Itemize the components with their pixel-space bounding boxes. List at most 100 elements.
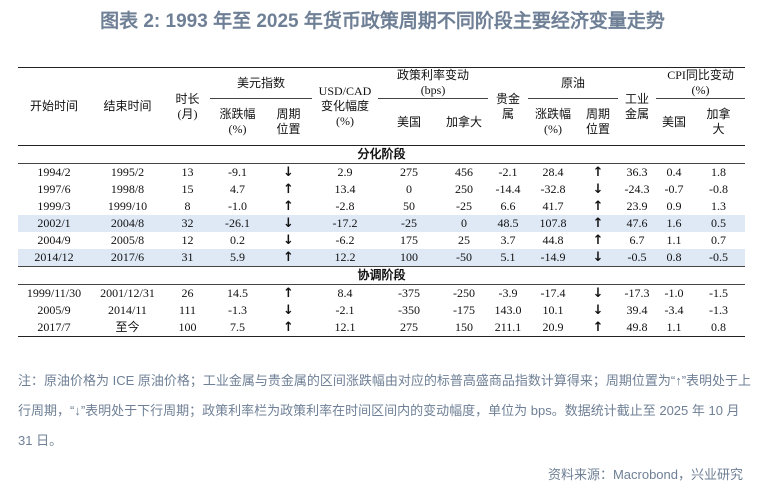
- table-cell: 6.6: [500, 199, 516, 213]
- table-cell: 36.3: [626, 165, 648, 179]
- table-cell: 13.4: [334, 182, 356, 196]
- table-cell: 7.5: [210, 319, 265, 337]
- header-cell: 周期 位置: [265, 98, 313, 146]
- header-cell: 涨跌幅 (%): [528, 98, 579, 146]
- cycle-arrow: ↑: [578, 319, 619, 337]
- table-cell: 1.3: [711, 199, 727, 213]
- table-cell: 8.4: [337, 286, 353, 300]
- table-cell: -32.8: [540, 182, 566, 196]
- table-row: 2017/7 至今 100 7.5 ↑ 12.1 275 150 211.1 20.9 ↑ 49.8 1…: [18, 319, 746, 337]
- table-cell: 28.4: [542, 165, 564, 179]
- header-line: 时长: [175, 91, 200, 106]
- source: 资料来源：Macrobond，兴业研究: [547, 467, 743, 482]
- table-body: 分化阶段 1994/2 1995/2 13 -9.1 ↓ 2.9 275 456 -2.1 28.4…: [18, 145, 746, 337]
- table-cell: 13: [181, 165, 194, 179]
- table-cell: 2014/12: [18, 249, 90, 267]
- table-cell: 0.8: [656, 249, 693, 267]
- table-cell: -9.1: [228, 165, 247, 179]
- header-line: 贵金: [496, 91, 521, 106]
- header-line: (%): [228, 122, 247, 136]
- table-row: 2014/12 2017/6 31 5.9 ↑ 12.2 100 -50 5.1 -14.9 ↓ -0…: [18, 249, 746, 267]
- table-cell: 10.1: [542, 303, 564, 317]
- table-cell: 3.7: [500, 233, 516, 247]
- table-cell: 456: [455, 165, 474, 179]
- table-cell: 49.8: [618, 319, 657, 337]
- cycle-arrow: ↓: [592, 182, 604, 197]
- table-row: 2005/9 2014/11 111 -1.3 ↓ -2.1 -350 -175 143.0 10…: [18, 302, 745, 319]
- header-group: CPI同比变动 (%): [656, 67, 746, 99]
- table-cell: 100: [165, 319, 210, 337]
- table-cell: 5.9: [210, 249, 265, 267]
- table-cell: -1.3: [709, 303, 729, 317]
- header-cell: 美国: [378, 98, 441, 146]
- table-cell: 1.1: [656, 319, 693, 337]
- table-cell: 0.4: [666, 165, 682, 179]
- header-line: 金属: [625, 106, 650, 121]
- table-cell: 1.6: [656, 215, 693, 232]
- table-cell: 15: [181, 182, 194, 196]
- table-cell: -1.0: [664, 286, 684, 300]
- table-cell: -3.9: [498, 286, 518, 300]
- cycle-arrow: ↓: [283, 165, 294, 180]
- header-cell: 开始时间: [18, 67, 90, 146]
- table-cell: 211.1: [488, 319, 529, 337]
- cycle-arrow: ↑: [592, 199, 604, 214]
- table-cell: 48.5: [488, 215, 529, 232]
- table-cell: -17.2: [312, 215, 379, 232]
- table-cell: 1997/6: [37, 182, 71, 196]
- header-line: USD/CAD: [318, 84, 372, 98]
- table-row: 1999/3 1999/10 8 -1.0 ↑ -2.8 50 -25 6.6 41.7 ↑ 23.9…: [18, 198, 745, 215]
- table-cell: 107.8: [528, 215, 579, 232]
- table-cell: 275: [400, 165, 419, 179]
- table-cell: 39.4: [626, 303, 648, 317]
- table-cell: 150: [440, 319, 489, 337]
- table-cell: 20.9: [528, 319, 579, 337]
- header-line: 变化幅度: [321, 99, 370, 113]
- header-cell: 加拿大: [692, 98, 746, 146]
- cycle-arrow: ↓: [283, 303, 294, 318]
- table-cell: 143.0: [494, 303, 522, 317]
- header-line: (bps): [420, 83, 446, 97]
- table-cell: 2005/8: [110, 233, 145, 247]
- cycle-arrow: ↓: [283, 233, 294, 248]
- table-cell: 2017/7: [18, 319, 90, 337]
- table-cell: -1.5: [709, 286, 729, 300]
- table-cell: 12: [181, 233, 194, 247]
- header-line: 大: [712, 122, 725, 136]
- header-line: 涨跌幅: [219, 107, 256, 121]
- table-cell: 1999/10: [107, 199, 148, 213]
- table-cell: 31: [165, 249, 210, 267]
- table-row: 2004/9 2005/8 12 0.2 ↓ -6.2 175 25 3.7 44.8 ↑ 6.7 1.…: [18, 232, 745, 249]
- table-cell: -175: [453, 303, 476, 317]
- table-cell: 12.2: [312, 249, 379, 267]
- table-cell: -14.4: [495, 182, 521, 196]
- header-cell: 贵金属: [488, 67, 529, 146]
- cycle-arrow: ↓: [578, 249, 619, 267]
- table-cell: 4.7: [230, 182, 245, 196]
- header-cell: USD/CAD 变化幅度 (%): [312, 67, 379, 146]
- table-cell: -6.2: [335, 233, 355, 247]
- cycle-arrow: ↑: [265, 249, 313, 267]
- cycle-arrow: ↓: [592, 303, 604, 318]
- table-cell: 0.5: [692, 215, 746, 232]
- table-cell: 32: [165, 215, 210, 232]
- table-cell: 2004/8: [90, 215, 165, 232]
- header-line: 位置: [586, 122, 611, 136]
- table-cell: 1.8: [711, 165, 727, 179]
- table-cell: -2.8: [335, 199, 355, 213]
- table-row: 1999/11/30 2001/12/31 26 14.5 ↑ 8.4 -375 -250 -3…: [18, 285, 745, 303]
- table-cell: -0.5: [618, 249, 657, 267]
- header-cell: 加拿大: [440, 98, 489, 146]
- header-line: (%): [691, 83, 710, 97]
- table-cell: -25: [456, 199, 473, 213]
- table-cell: 0.9: [666, 199, 682, 213]
- title: 图表 2: 1993 年至 2025 年货币政策周期不同阶段主要经济变量走势: [100, 11, 665, 32]
- table-cell: -2.1: [498, 165, 518, 179]
- table-cell: -1.0: [228, 199, 247, 213]
- table-cell: -50: [440, 249, 489, 267]
- table-cell: 2.9: [337, 165, 353, 179]
- header-group: 美元指数: [210, 67, 313, 99]
- table-cell: 8: [184, 199, 191, 213]
- table-cell: 1.1: [666, 233, 682, 247]
- table-cell: -250: [453, 286, 476, 300]
